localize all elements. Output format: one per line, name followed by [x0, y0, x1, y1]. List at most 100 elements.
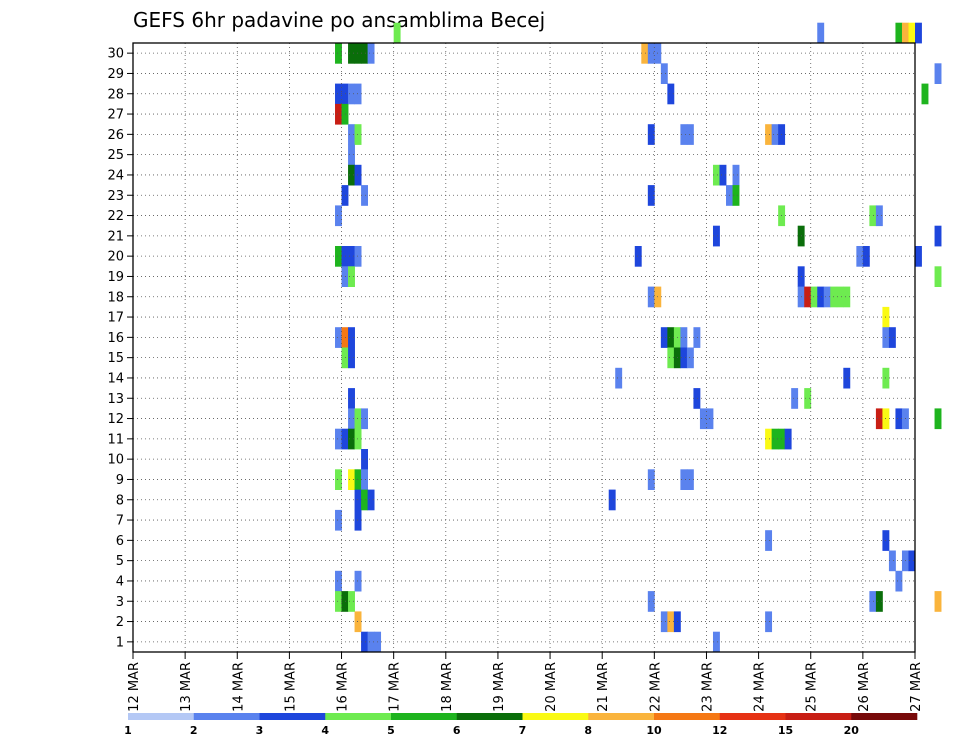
chart-title: GEFS 6hr padavine po ansamblima Becej — [133, 8, 545, 32]
legend-swatch — [851, 713, 918, 720]
heatmap-cell — [348, 124, 355, 145]
y-tick-label: 20 — [107, 250, 124, 265]
x-tick-label: 17 MAR — [388, 662, 403, 712]
heatmap-cell — [341, 185, 349, 206]
heatmap-cell — [354, 246, 362, 267]
y-tick-label: 16 — [107, 331, 124, 346]
heatmap-cell — [765, 124, 773, 145]
heatmap-cell — [354, 489, 362, 511]
heatmap-cell — [888, 327, 896, 348]
y-tick-label: 2 — [116, 615, 124, 630]
y-tick-label: 19 — [107, 270, 124, 285]
heatmap-cell — [615, 367, 623, 389]
heatmap-cell — [732, 164, 740, 186]
heatmap-cell — [915, 22, 922, 44]
x-tick-label: 21 MAR — [596, 662, 611, 712]
legend-swatch — [128, 713, 195, 720]
heatmap-cell — [367, 43, 375, 64]
heatmap-cell — [361, 408, 368, 430]
heatmap-cell — [348, 408, 355, 430]
heatmap-cell — [341, 246, 349, 267]
heatmap-cell — [901, 22, 909, 44]
heatmap-cell — [348, 144, 355, 166]
y-tick-label: 9 — [116, 473, 124, 488]
legend-label: 4 — [321, 724, 329, 737]
heatmap-cell — [921, 83, 929, 105]
heatmap-cell — [367, 631, 375, 653]
heatmap-cell — [335, 469, 342, 490]
heatmap-cell — [712, 164, 720, 186]
x-tick-label: 24 MAR — [753, 662, 768, 712]
heatmap-cell — [791, 388, 799, 409]
legend-label: 20 — [844, 724, 860, 737]
heatmap-cell — [361, 449, 368, 470]
heatmap-cell — [354, 469, 362, 490]
heatmap-cell — [354, 124, 362, 145]
heatmap-cell — [354, 509, 362, 531]
heatmap-cell — [856, 246, 864, 267]
legend-swatch — [259, 713, 326, 720]
heatmap-cell — [732, 185, 740, 206]
heatmap-cell — [934, 591, 942, 612]
heatmap-cell — [667, 83, 675, 105]
heatmap-cell — [660, 327, 668, 348]
y-tick-label: 15 — [107, 351, 124, 366]
heatmap-cell — [875, 408, 883, 430]
heatmap-cell — [647, 43, 655, 64]
heatmap-cell — [348, 347, 355, 369]
x-tick-label: 12 MAR — [127, 662, 142, 712]
heatmap-cell — [680, 347, 688, 369]
legend-swatch — [325, 713, 392, 720]
heatmap-cell — [348, 388, 355, 409]
heatmap-cell — [348, 266, 355, 287]
heatmap-cell — [348, 428, 355, 450]
x-tick-label: 15 MAR — [283, 662, 298, 712]
heatmap-cell — [647, 124, 655, 145]
heatmap-cell — [667, 611, 675, 633]
heatmap-cell — [934, 266, 942, 287]
heatmap-cell — [843, 286, 851, 308]
heatmap-cell — [335, 83, 342, 105]
legend-swatch — [522, 713, 589, 720]
heatmap-cell — [335, 591, 342, 612]
y-tick-label: 22 — [107, 209, 124, 224]
grid-lines — [133, 43, 915, 652]
legend-label: 10 — [646, 724, 662, 737]
heatmap-cell — [934, 63, 942, 84]
x-tick-label: 13 MAR — [179, 662, 194, 712]
y-tick-label: 5 — [116, 554, 124, 569]
x-tick-label: 23 MAR — [700, 662, 715, 712]
heatmap-cell — [765, 611, 773, 633]
heatmap-cell — [341, 266, 349, 287]
heatmap-cell — [804, 286, 812, 308]
y-tick-label: 18 — [107, 290, 124, 305]
heatmap-cell — [862, 246, 870, 267]
x-tick-label: 22 MAR — [648, 662, 663, 712]
heatmap-cell — [836, 286, 844, 308]
y-tick-label: 1 — [116, 635, 124, 650]
y-axis: 1234567891011121314151617181920212223242… — [107, 47, 133, 650]
heatmap-cell — [693, 327, 701, 348]
heatmap-cell — [765, 428, 773, 450]
heatmap-cell — [348, 246, 355, 267]
heatmap-cell — [341, 591, 349, 612]
heatmap-cell — [348, 591, 355, 612]
x-tick-label: 27 MAR — [909, 662, 924, 712]
x-axis: 12 MAR 13 MAR 14 MAR 15 MAR 16 MAR 17 MAR 18 M… — [127, 652, 924, 712]
heatmap-cell — [869, 205, 877, 227]
y-tick-label: 28 — [107, 87, 124, 102]
heatmap-cell — [608, 489, 616, 511]
x-tick-label: 14 MAR — [231, 662, 246, 712]
y-tick-label: 29 — [107, 67, 124, 82]
heatmap-cell — [693, 388, 701, 409]
y-tick-label: 8 — [116, 493, 124, 508]
heatmap-cell — [719, 164, 727, 186]
heatmap-cell — [699, 408, 707, 430]
heatmap-cell — [354, 611, 362, 633]
legend-label: 7 — [519, 724, 527, 737]
heatmap-cell — [908, 550, 916, 572]
heatmap-cell — [641, 43, 649, 64]
heatmap-cell — [354, 83, 362, 105]
legend-label: 3 — [256, 724, 264, 737]
heatmap-cell — [354, 428, 362, 450]
